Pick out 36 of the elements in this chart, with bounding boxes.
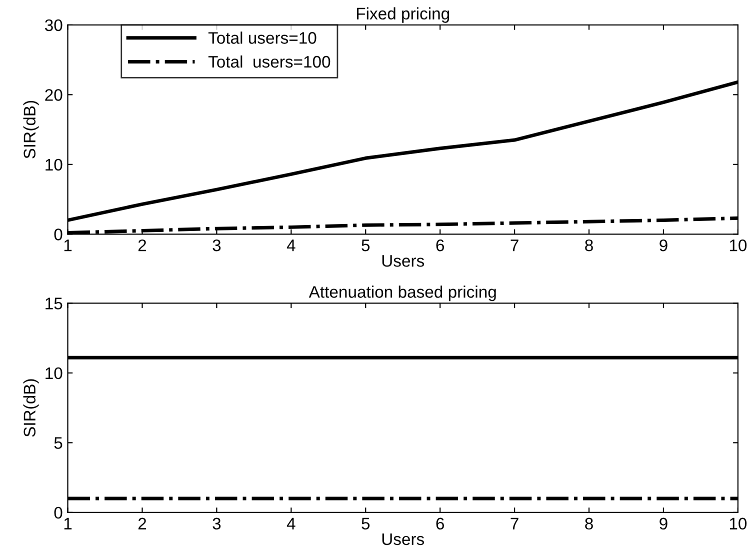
y-tick-label: 5 [54,437,62,449]
x-tick-label: 6 [436,239,444,252]
y-axis-title: SIR(dB) [23,379,39,437]
x-tick-label: 9 [660,239,668,252]
x-tick-label: 1 [64,518,72,530]
legend-label: Total users=10 [208,32,316,44]
x-tick-label: 2 [138,518,146,530]
x-tick-label: 7 [510,240,518,252]
chart-title: Attenuation based pricing [308,286,496,302]
x-tick-label: 5 [362,518,370,530]
x-tick-label: 4 [286,240,296,252]
y-tick-label: 0 [54,228,62,240]
x-tick-label: 8 [585,239,593,252]
y-tick-label: 10 [46,367,62,380]
x-tick-label: 1 [64,240,72,252]
y-tick-label: 15 [46,298,62,310]
x-tick-label: 6 [436,518,444,530]
x-tick-label: 5 [362,240,370,252]
x-tick-label: 10 [730,239,747,252]
chart-title: Fixed pricing [356,7,450,23]
x-tick-label: 8 [585,518,593,530]
y-tick-label: 0 [54,506,62,519]
x-tick-label: 10 [730,518,747,530]
legend-label: Total users=100 [208,55,330,68]
y-tick-label: 20 [45,89,62,101]
x-tick-label: 9 [660,518,668,530]
x-tick-label: 3 [212,239,221,252]
y-tick-label: 30 [45,19,62,32]
x-tick-label: 3 [212,518,221,530]
x-axis-title: Users [382,255,424,267]
x-tick-label: 4 [286,518,296,530]
x-tick-label: 7 [510,518,518,530]
x-tick-label: 2 [138,239,146,252]
y-tick-label: 10 [46,158,62,171]
y-axis-title: SIR(dB) [23,100,39,158]
x-axis-title: Users [382,533,424,546]
